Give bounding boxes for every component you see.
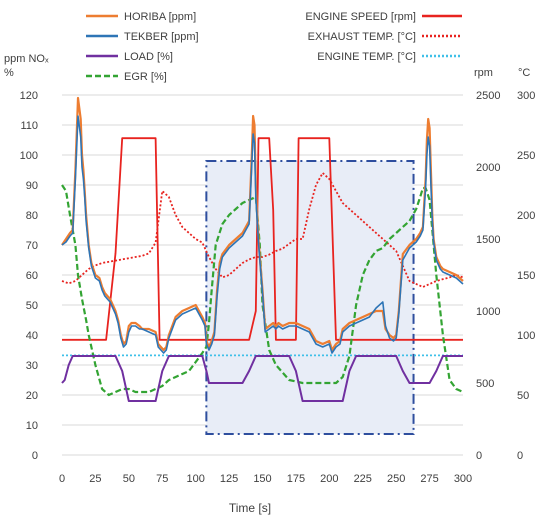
legend: HORIBA [ppm] TEKBER [ppm] LOAD [%] EGR [%] E… <box>86 11 462 83</box>
y-rpm-tick-2000: 2000 <box>476 162 500 174</box>
y-temp-tick-50: 50 <box>517 390 529 402</box>
y-left-axis-ticks: 0 10 20 30 40 50 60 70 80 90 100 110 120 <box>20 90 38 462</box>
y-left-tick-110: 110 <box>20 120 38 132</box>
legend-right-label-2: ENGINE TEMP. [°C] <box>317 51 416 63</box>
x-tick-25: 25 <box>89 473 101 485</box>
x-tick-200: 200 <box>320 473 338 485</box>
series-2 <box>61 355 463 402</box>
highlight-region <box>205 160 415 435</box>
y-left-tick-20: 20 <box>26 390 38 402</box>
series-3 <box>61 184 464 397</box>
x-tick-250: 250 <box>387 473 405 485</box>
x-tick-150: 150 <box>253 473 271 485</box>
y-left-tick-100: 100 <box>20 150 38 162</box>
y-left-tick-10: 10 <box>26 420 38 432</box>
x-axis-label: Time [s] <box>229 501 271 515</box>
x-tick-100: 100 <box>186 473 204 485</box>
x-tick-225: 225 <box>354 473 372 485</box>
y-temp-tick-200: 200 <box>517 210 535 222</box>
legend-left-label-2: LOAD [%] <box>124 51 173 63</box>
y-temp-tick-300: 300 <box>517 90 535 102</box>
x-tick-175: 175 <box>287 473 305 485</box>
y-temp-tick-250: 250 <box>517 150 535 162</box>
y-rpm-axis-ticks: 0 500 1000 1500 2000 2500 <box>476 90 500 462</box>
y-rpm-tick-0: 0 <box>476 450 482 462</box>
y-left-tick-120: 120 <box>20 90 38 102</box>
y-left-tick-90: 90 <box>26 180 38 192</box>
y-left-tick-60: 60 <box>26 270 38 282</box>
x-tick-75: 75 <box>156 473 168 485</box>
data-series <box>61 96 464 402</box>
series-5 <box>61 172 464 288</box>
x-tick-300: 300 <box>454 473 472 485</box>
y-left-tick-50: 50 <box>26 300 38 312</box>
y-rpm-tick-1000: 1000 <box>476 306 500 318</box>
legend-right-label-1: EXHAUST TEMP. [°C] <box>308 31 416 43</box>
y-rpm-tick-1500: 1500 <box>476 234 500 246</box>
y-left-tick-0: 0 <box>32 450 38 462</box>
y-left-tick-30: 30 <box>26 360 38 372</box>
series-1 <box>61 115 464 354</box>
x-tick-0: 0 <box>59 473 65 485</box>
y-left-tick-70: 70 <box>26 240 38 252</box>
x-tick-50: 50 <box>123 473 135 485</box>
legend-left-label-0: HORIBA [ppm] <box>124 11 196 23</box>
y-rpm-tick-500: 500 <box>476 378 494 390</box>
y-temp-tick-100: 100 <box>517 330 535 342</box>
y-left-axis-label-line2: % <box>4 67 14 79</box>
y-temp-tick-0: 0 <box>517 450 523 462</box>
y-temp-axis-ticks: 0 50 100 150 200 250 300 <box>517 90 535 462</box>
y-temp-axis-label: °C <box>518 67 530 79</box>
y-left-tick-80: 80 <box>26 210 38 222</box>
y-rpm-axis-label: rpm <box>474 67 493 79</box>
y-left-axis-label-line1: ppm NOₓ <box>4 53 49 65</box>
x-axis-ticks: 0 25 50 75 100 125 150 175 200 225 250 275 300 <box>59 473 472 485</box>
legend-left-label-3: EGR [%] <box>124 71 167 83</box>
legend-left-label-1: TEKBER [ppm] <box>124 31 199 43</box>
legend-right-label-0: ENGINE SPEED [rpm] <box>305 11 416 23</box>
y-rpm-tick-2500: 2500 <box>476 90 500 102</box>
x-tick-275: 275 <box>420 473 438 485</box>
x-tick-125: 125 <box>220 473 238 485</box>
y-temp-tick-150: 150 <box>517 270 535 282</box>
y-left-tick-40: 40 <box>26 330 38 342</box>
